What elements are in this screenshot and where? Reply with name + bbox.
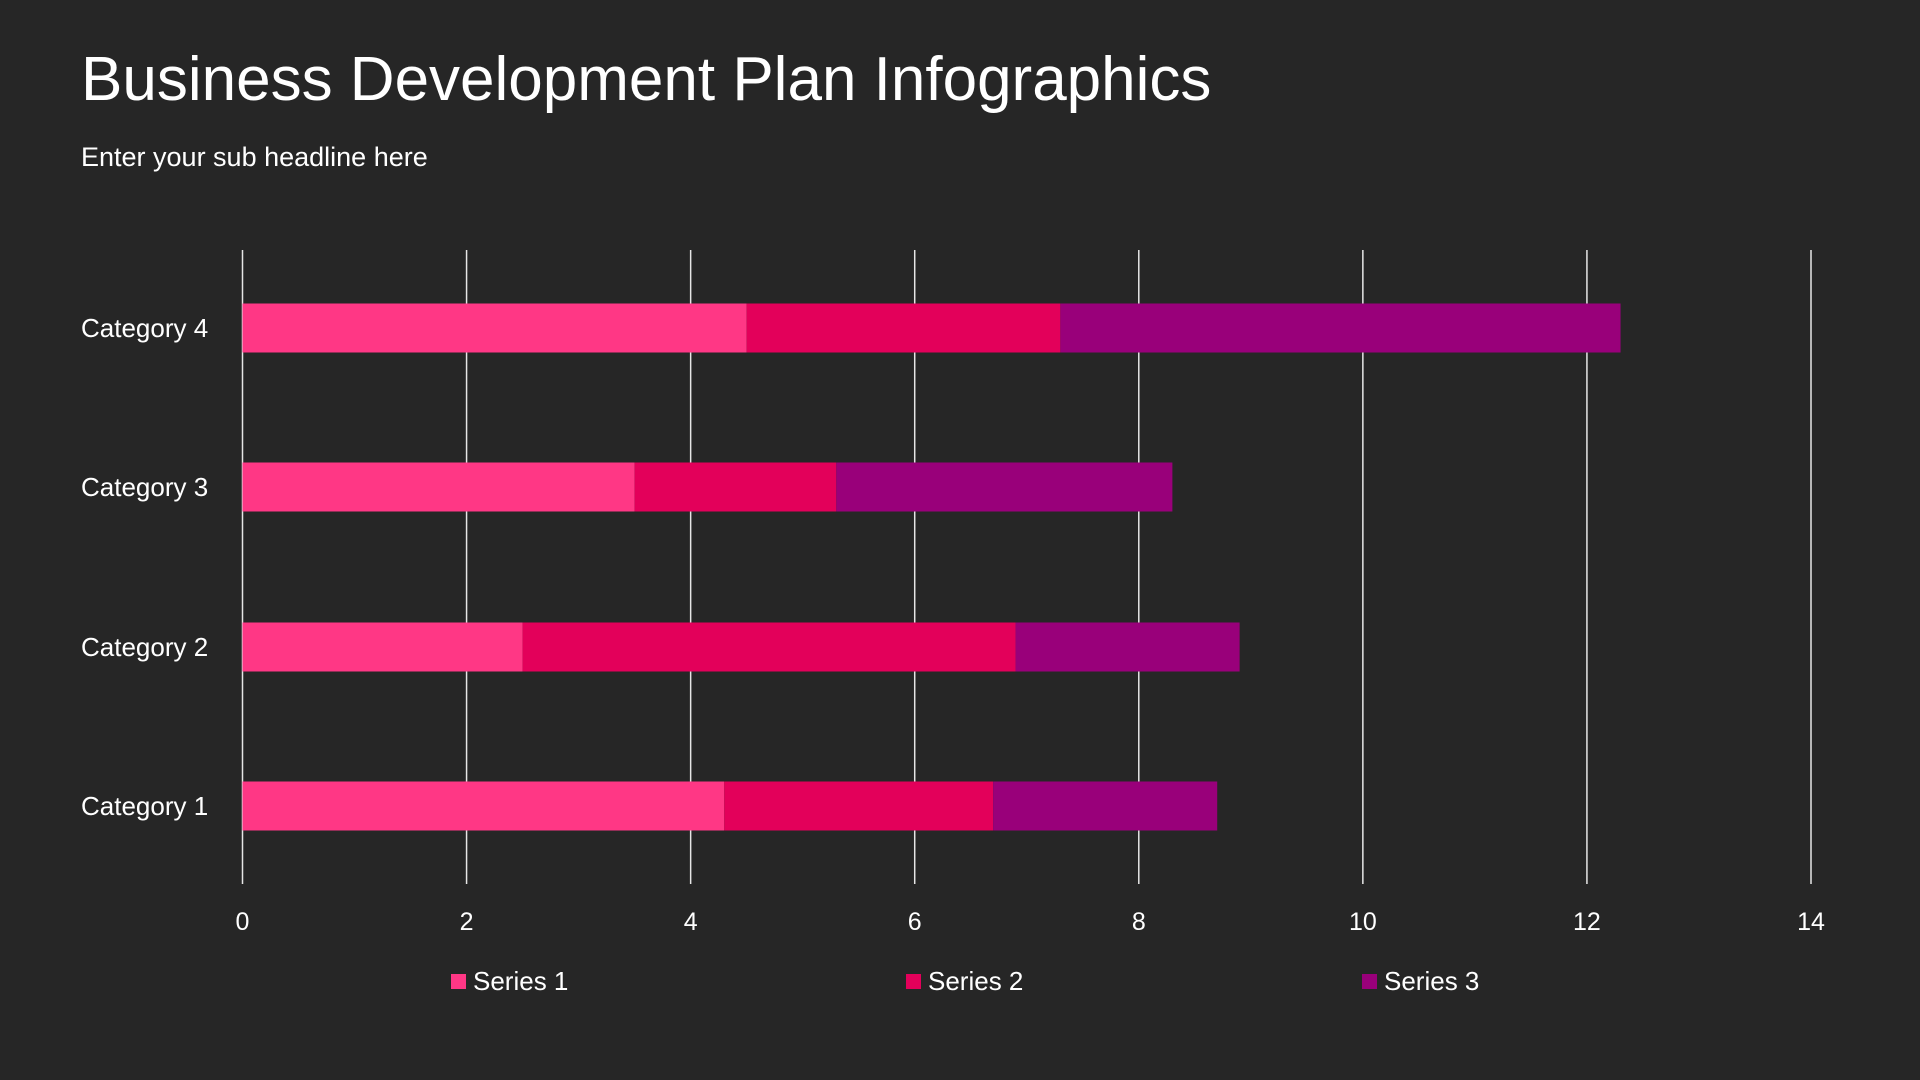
legend-swatch [1362, 974, 1377, 989]
bar-segment [242, 781, 725, 831]
x-tick-label: 10 [1349, 908, 1377, 936]
y-category-label: Category 2 [81, 632, 208, 662]
page-title: Business Development Plan Infographics [81, 45, 1212, 114]
x-tick-label: 12 [1573, 908, 1601, 936]
y-category-label: Category 4 [81, 313, 208, 343]
legend-swatch [906, 974, 921, 989]
bar-segment [634, 462, 837, 512]
legend-label: Series 3 [1384, 966, 1479, 996]
x-tick-label: 8 [1132, 908, 1146, 936]
y-category-label: Category 1 [81, 791, 208, 821]
x-tick-label: 14 [1797, 908, 1825, 936]
legend-swatch [451, 974, 466, 989]
legend-label: Series 2 [928, 966, 1023, 996]
bar-segment [522, 622, 1016, 672]
bar-segment [242, 622, 523, 672]
x-tick-label: 2 [460, 908, 474, 936]
bar-segment [1015, 622, 1240, 672]
bar-segment [993, 781, 1218, 831]
y-category-label: Category 3 [81, 472, 208, 502]
x-tick-label: 6 [908, 908, 922, 936]
bar-segment [746, 303, 1061, 353]
x-tick-label: 0 [236, 908, 250, 936]
bar-segment [242, 462, 635, 512]
bar-segment [242, 303, 747, 353]
legend-label: Series 1 [473, 966, 568, 996]
bar-segment [724, 781, 994, 831]
x-tick-label: 4 [684, 908, 698, 936]
bar-segment [836, 462, 1173, 512]
bar-segment [1060, 303, 1621, 353]
page-subtitle: Enter your sub headline here [81, 142, 428, 172]
